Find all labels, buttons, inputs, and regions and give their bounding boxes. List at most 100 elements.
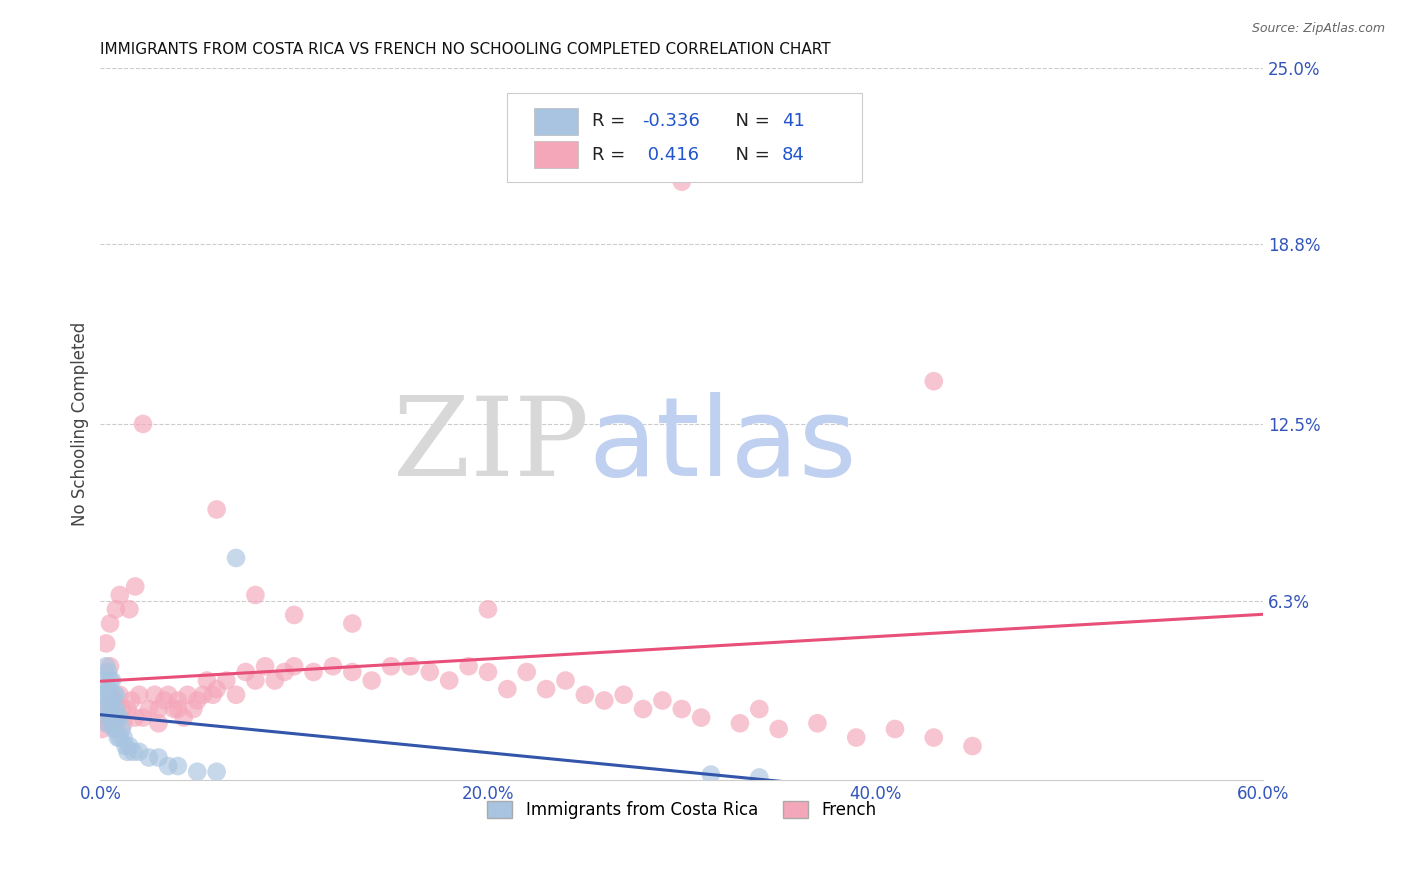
Point (302, 665, 325, 679)
Point (98, 693, 121, 707)
Point (167, 693, 190, 707)
Point (360, 673, 382, 688)
Point (101, 702, 124, 716)
Point (884, 722, 907, 736)
Point (108, 688, 131, 702)
Point (143, 688, 166, 702)
Point (631, 702, 654, 716)
Point (380, 659, 402, 673)
Point (122, 745, 145, 759)
Point (437, 673, 460, 688)
Point (153, 693, 176, 707)
Point (342, 616, 364, 631)
Point (496, 682, 519, 697)
Point (700, 767, 723, 781)
Point (103, 688, 125, 702)
Point (112, 716, 135, 731)
Point (111, 722, 134, 736)
Point (108, 710, 131, 724)
Point (101, 716, 124, 731)
Text: ZIP: ZIP (392, 392, 589, 499)
Point (748, 771, 770, 785)
Point (690, 710, 713, 724)
Point (225, 688, 247, 702)
Point (157, 759, 180, 773)
Point (96, 636, 118, 650)
Point (128, 745, 150, 759)
Point (138, 702, 160, 716)
Point (516, 665, 538, 679)
Point (283, 659, 305, 673)
Point (613, 688, 636, 702)
Point (205, 682, 228, 697)
Text: 0.416: 0.416 (643, 145, 699, 163)
Point (157, 688, 180, 702)
Point (103, 702, 125, 716)
Point (117, 702, 139, 716)
Point (183, 702, 205, 716)
Point (534, 682, 557, 697)
FancyBboxPatch shape (534, 141, 578, 168)
Point (263, 673, 285, 688)
Point (419, 665, 441, 679)
Text: N =: N = (724, 112, 775, 130)
Point (96, 702, 118, 716)
Point (167, 702, 190, 716)
Point (128, 688, 150, 702)
Point (98, 688, 121, 702)
Point (96, 659, 118, 673)
Point (245, 588, 267, 602)
Point (806, 716, 828, 731)
FancyBboxPatch shape (534, 108, 578, 135)
Point (103, 693, 125, 707)
Text: -0.336: -0.336 (643, 112, 700, 130)
Point (477, 665, 499, 679)
Point (98, 710, 121, 724)
Point (651, 693, 673, 707)
Point (132, 417, 155, 431)
Text: atlas: atlas (589, 392, 858, 499)
Point (399, 659, 422, 673)
Legend: Immigrants from Costa Rica, French: Immigrants from Costa Rica, French (481, 794, 883, 825)
Point (728, 166, 751, 180)
Text: 84: 84 (782, 145, 804, 163)
Point (215, 673, 238, 688)
Point (114, 739, 136, 753)
Point (845, 731, 868, 745)
Point (98, 616, 121, 631)
Point (97, 682, 120, 697)
Point (91, 722, 114, 736)
Point (148, 702, 170, 716)
Point (322, 659, 344, 673)
Point (593, 693, 616, 707)
Point (93, 710, 115, 724)
Point (96, 688, 118, 702)
Point (104, 702, 127, 716)
Point (101, 693, 124, 707)
Point (97, 716, 120, 731)
Point (235, 665, 257, 679)
Point (167, 759, 190, 773)
Point (922, 374, 945, 388)
Point (148, 750, 170, 764)
Point (118, 739, 141, 753)
Point (93, 702, 115, 716)
Text: Source: ZipAtlas.com: Source: ZipAtlas.com (1251, 22, 1385, 36)
Point (342, 665, 364, 679)
Point (138, 750, 160, 764)
Point (554, 673, 576, 688)
Point (205, 764, 228, 779)
Point (205, 502, 228, 516)
Point (101, 673, 124, 688)
Point (201, 688, 224, 702)
Point (671, 175, 693, 189)
Point (477, 602, 499, 616)
Point (108, 731, 131, 745)
Point (163, 702, 186, 716)
Point (104, 688, 127, 702)
Point (574, 688, 596, 702)
Point (112, 731, 135, 745)
Point (97, 665, 120, 679)
Point (962, 739, 984, 753)
Point (186, 693, 208, 707)
